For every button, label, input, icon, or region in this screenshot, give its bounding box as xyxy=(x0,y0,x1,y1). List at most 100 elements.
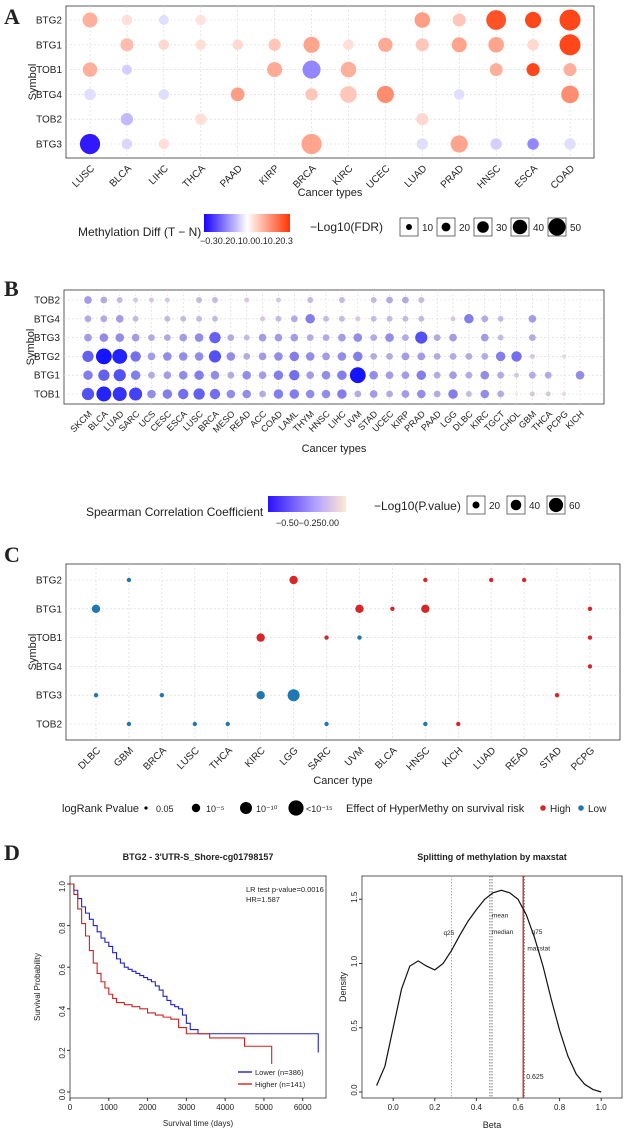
data-point xyxy=(178,388,189,400)
data-point xyxy=(369,370,378,380)
data-point xyxy=(121,64,132,75)
data-point xyxy=(268,38,281,51)
survival-curve xyxy=(70,883,319,1053)
data-point xyxy=(450,316,456,322)
data-point xyxy=(514,392,519,396)
data-point xyxy=(126,577,132,583)
data-point xyxy=(433,353,441,360)
data-point xyxy=(525,11,542,29)
data-point xyxy=(489,63,503,77)
data-point xyxy=(378,37,393,52)
size-legend-label: 20 xyxy=(459,223,471,234)
x-tick-label: 0 xyxy=(68,1103,73,1112)
data-point xyxy=(376,85,394,103)
data-point xyxy=(521,577,527,583)
plot-frame xyxy=(63,289,605,405)
data-point xyxy=(256,691,265,700)
data-point xyxy=(147,389,156,399)
marker-label: q75 xyxy=(531,929,542,936)
data-point xyxy=(414,12,431,28)
data-point xyxy=(99,333,109,342)
data-point xyxy=(321,370,331,380)
data-point xyxy=(322,334,330,341)
data-point xyxy=(490,138,502,150)
data-point xyxy=(321,389,331,399)
column-tick-label: DLBC xyxy=(76,745,103,772)
data-point xyxy=(226,352,236,361)
data-point xyxy=(452,13,466,27)
row-tick-label: TOB2 xyxy=(36,115,62,126)
annotation-text: LR test p-value=0.0016 xyxy=(246,885,324,894)
plot-frame xyxy=(65,5,595,159)
data-point xyxy=(338,333,346,342)
data-point xyxy=(559,9,581,31)
data-point xyxy=(481,315,489,323)
chart-title: Splitting of methylation by maxstat xyxy=(417,852,567,862)
color-legend-ticks: −0.30.20.10.00.10.20.3 xyxy=(200,236,293,246)
data-point xyxy=(258,333,267,342)
data-point xyxy=(323,315,330,322)
data-point xyxy=(450,135,468,153)
data-point xyxy=(96,386,112,402)
column-tick-label: PCPG xyxy=(569,745,597,773)
plot-frame xyxy=(65,563,621,741)
size-legend-dot xyxy=(441,222,451,232)
data-point xyxy=(465,353,473,360)
data-point xyxy=(243,334,250,341)
data-point xyxy=(192,721,197,727)
data-point xyxy=(465,391,472,397)
panel-letter-B: B xyxy=(4,276,19,301)
plot-frame xyxy=(69,875,327,1099)
data-point xyxy=(242,370,252,380)
column-tick-label: LUAD xyxy=(472,745,499,772)
data-point xyxy=(258,371,267,380)
data-point xyxy=(402,296,409,304)
data-point xyxy=(527,138,539,150)
row-tick-label: TOB1 xyxy=(34,390,60,401)
data-point xyxy=(133,297,139,303)
data-point xyxy=(561,85,579,104)
data-point xyxy=(433,390,441,398)
data-point xyxy=(355,316,361,322)
y-axis-label: Symbol xyxy=(27,64,39,101)
row-tick-label: TOB1 xyxy=(36,633,62,644)
data-point xyxy=(433,371,441,379)
data-point xyxy=(486,10,507,30)
column-tick-label: LGG xyxy=(278,745,301,768)
data-point xyxy=(259,390,266,398)
size-legend-dot xyxy=(288,800,304,816)
x-axis-label: Beta xyxy=(483,1120,502,1130)
data-point xyxy=(415,331,428,344)
data-point xyxy=(514,372,520,378)
data-point xyxy=(357,635,362,640)
data-point xyxy=(421,604,430,613)
data-point xyxy=(244,297,250,303)
data-point xyxy=(301,133,322,155)
data-point xyxy=(130,370,141,380)
data-point xyxy=(209,331,221,344)
panel-letter-D: D xyxy=(4,840,20,865)
data-point xyxy=(82,62,98,77)
data-point xyxy=(417,352,426,361)
size-legend-label: 30 xyxy=(496,223,508,234)
data-point xyxy=(289,575,298,585)
y-tick-label: 1.0 xyxy=(58,880,67,892)
row-tick-label: TOB2 xyxy=(34,296,60,307)
x-tick-label: 1000 xyxy=(100,1103,118,1112)
column-tick-label: BLCA xyxy=(373,745,399,771)
data-point xyxy=(337,389,347,399)
x-tick-label: 0.2 xyxy=(429,1103,441,1112)
data-point xyxy=(126,721,132,727)
data-point xyxy=(370,297,377,303)
column-tick-label: HNSC xyxy=(475,163,503,191)
annotation-text: HR=1.587 xyxy=(246,895,280,904)
row-tick-label: BTG3 xyxy=(36,140,63,151)
data-point xyxy=(84,333,92,342)
data-point xyxy=(147,352,156,361)
data-point xyxy=(209,388,221,400)
data-point xyxy=(158,89,170,100)
data-point xyxy=(131,333,140,342)
data-point xyxy=(84,315,92,323)
density-curve xyxy=(376,889,602,1093)
row-tick-label: BTG3 xyxy=(36,691,63,702)
